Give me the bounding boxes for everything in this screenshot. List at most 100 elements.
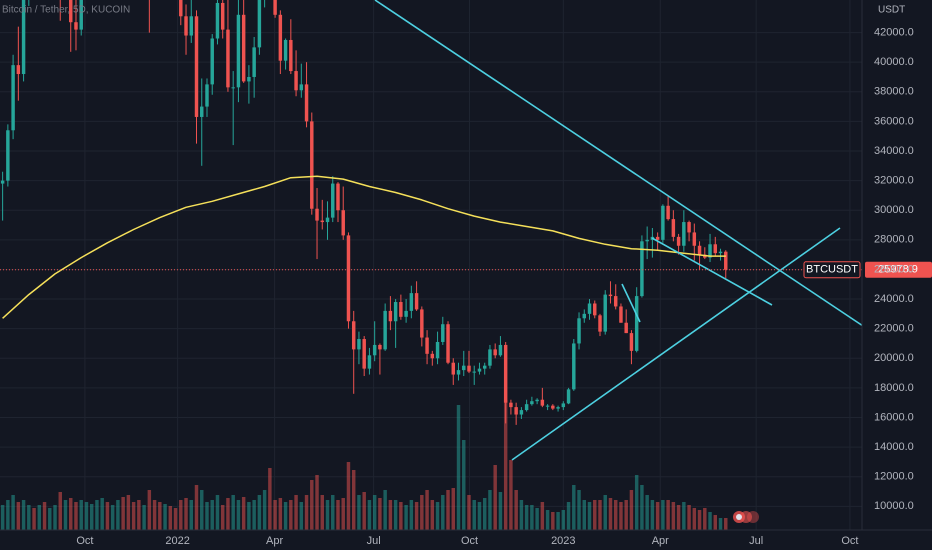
x-tick-label: Apr	[652, 535, 669, 547]
candle-body	[278, 14, 283, 61]
candle-body	[367, 355, 372, 369]
candle-body	[241, 14, 246, 82]
candle-body	[629, 333, 634, 351]
volume-bar	[126, 495, 131, 530]
volume-bar	[703, 508, 707, 530]
candle-body	[671, 219, 676, 237]
candle-body	[294, 71, 298, 91]
candle-body	[613, 296, 618, 307]
y-tick-label: 32000.0	[874, 175, 914, 187]
grid	[0, 0, 862, 530]
volume-bar	[168, 506, 173, 530]
candle-body	[226, 29, 230, 88]
volume-bar	[357, 495, 361, 530]
candle-body	[21, 0, 26, 75]
volume-bar	[671, 502, 676, 530]
candle-body	[482, 365, 487, 369]
volume-bar	[32, 508, 36, 530]
volume-bar	[619, 502, 623, 530]
candle-body	[215, 2, 220, 39]
volume-bar	[226, 498, 230, 530]
y-tick-label: 14000.0	[874, 441, 914, 453]
volume-bar	[63, 500, 68, 530]
volume-bar	[540, 502, 545, 530]
trend-line[interactable]	[621, 283, 641, 323]
trend-line[interactable]	[374, 0, 866, 328]
trend-line[interactable]	[651, 237, 773, 306]
candle-body	[378, 344, 382, 350]
candle-body	[556, 407, 560, 409]
candle-body	[336, 183, 340, 211]
volume-bar	[514, 490, 518, 530]
candle-body	[566, 389, 571, 404]
candle-body	[451, 362, 455, 375]
volume-bar	[577, 490, 581, 530]
candle-body	[708, 244, 712, 258]
candle-body	[713, 244, 718, 254]
candle-body	[509, 402, 513, 408]
volume-bar	[430, 500, 435, 530]
volume-bar	[299, 502, 304, 530]
volume-bar	[613, 500, 618, 530]
candle-body	[661, 205, 665, 240]
volume-bar	[257, 495, 262, 530]
volume-bar	[650, 500, 655, 530]
candle-body	[351, 321, 356, 350]
volume-bar	[6, 500, 10, 530]
volume-bar	[467, 495, 471, 530]
candle-body	[524, 404, 529, 411]
candle-body	[315, 208, 319, 221]
candle-body	[582, 313, 587, 319]
candle-body	[577, 318, 581, 344]
candle-body	[462, 365, 466, 371]
price-pane	[0, 0, 728, 425]
candle-body	[545, 405, 550, 407]
volume-bar	[200, 490, 204, 530]
volume-bar	[661, 500, 665, 530]
volume-bar	[509, 460, 513, 530]
candle-body	[645, 239, 649, 242]
indicator-icons[interactable]	[733, 511, 759, 523]
volume-bar	[561, 510, 566, 530]
volume-bar	[718, 518, 723, 530]
candle-body	[399, 302, 403, 317]
volume-bar	[16, 502, 21, 530]
volume-bar	[425, 490, 429, 530]
candle-body	[210, 38, 214, 85]
volume-bar	[420, 495, 424, 530]
volume-bar	[351, 470, 356, 530]
candle-body	[514, 407, 518, 415]
candle-body	[252, 47, 256, 77]
candle-body	[283, 39, 288, 61]
volume-bar	[441, 495, 445, 530]
volume-bar	[320, 495, 324, 530]
candle-body	[493, 349, 497, 356]
volume-bar	[655, 502, 660, 530]
trend-line[interactable]	[511, 227, 841, 461]
candle-body	[430, 353, 435, 359]
candle-body	[603, 294, 607, 332]
volume-bar	[89, 504, 94, 530]
candle-body	[456, 370, 461, 375]
candle-body	[697, 245, 702, 255]
candle-body	[608, 294, 613, 297]
volume-bar	[137, 500, 141, 530]
candle-body	[205, 84, 209, 107]
volume-bar	[310, 480, 314, 530]
volume-bar	[697, 510, 702, 530]
volume-bar	[593, 500, 597, 530]
volume-bar	[367, 500, 372, 530]
candle-body	[587, 303, 592, 314]
candle-body	[6, 130, 10, 181]
volume-bar	[666, 500, 670, 530]
candle-body	[304, 84, 309, 122]
volume-bar	[331, 495, 335, 530]
volume-bar	[325, 500, 330, 530]
candle-body	[640, 241, 644, 297]
volume-bar	[645, 495, 649, 530]
volume-bar	[451, 488, 455, 530]
candle-body	[346, 235, 351, 322]
candle-body	[425, 337, 429, 354]
volume-bar	[105, 502, 110, 530]
